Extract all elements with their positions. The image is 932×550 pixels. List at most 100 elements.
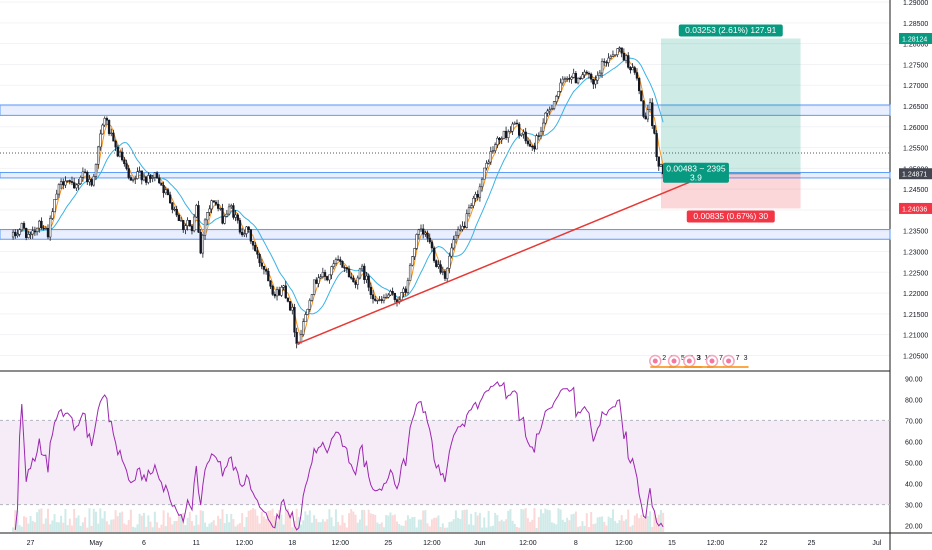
candle-body	[539, 130, 543, 137]
volume-bar	[297, 516, 300, 532]
candle	[75, 183, 78, 192]
candle-body	[11, 231, 15, 238]
candle-body	[190, 225, 194, 232]
candle-body	[413, 248, 416, 257]
candle	[97, 145, 100, 169]
volume-bar	[125, 524, 128, 532]
price-tick-label: 1.21000	[903, 333, 928, 340]
candle	[192, 213, 196, 233]
stop-label[interactable]: 0.00835 (0.67%) 30	[686, 210, 775, 223]
candle	[509, 126, 512, 133]
volume-bar	[531, 519, 534, 532]
long-position-tool[interactable]	[660, 38, 801, 209]
candle	[585, 70, 588, 75]
volume-bar	[110, 519, 113, 532]
price-tick-label: 1.22500	[903, 270, 928, 277]
candle	[240, 227, 244, 237]
volume-bar	[409, 518, 412, 532]
candle	[306, 308, 309, 316]
candle-body	[14, 231, 17, 236]
candle	[162, 181, 165, 198]
volume-bar	[260, 511, 263, 532]
price-badge[interactable]: 1.24036	[899, 202, 932, 214]
volume-bar	[448, 522, 451, 532]
candle	[485, 160, 488, 171]
candle	[542, 118, 545, 135]
candle	[428, 233, 431, 244]
event-markers[interactable]: 23573318773	[649, 354, 749, 368]
candle	[518, 122, 521, 139]
axes[interactable]: 1.29000 1.28500 1.28000 1.27500 1.27000 1.265…	[27, 0, 932, 547]
candle	[171, 202, 174, 214]
candle	[494, 142, 497, 153]
volume-bar	[459, 519, 462, 532]
candle-body	[271, 285, 274, 295]
economic-event-marker[interactable]: 7	[705, 354, 725, 368]
candle	[145, 175, 148, 186]
candle-body	[598, 72, 602, 76]
time-tick-label: Jun	[474, 540, 485, 547]
volume-bar	[223, 523, 226, 532]
candle	[480, 177, 484, 192]
candle	[323, 269, 327, 281]
candle-body	[537, 135, 540, 137]
candle-body	[201, 234, 205, 254]
candle	[140, 170, 143, 185]
horizontal-zones[interactable]	[0, 104, 891, 240]
candle-body	[227, 206, 231, 215]
volume-bar	[533, 508, 536, 532]
candle-body	[114, 140, 117, 148]
volume-bar	[577, 526, 580, 532]
volume-bar	[177, 514, 180, 532]
candle	[384, 293, 388, 299]
support-resistance-zone[interactable]	[0, 104, 891, 116]
volume-bar	[420, 519, 423, 532]
volume-bar	[511, 520, 514, 532]
volume-bar	[348, 513, 351, 532]
target-label[interactable]: 0.03253 (2.61%) 127.91	[678, 24, 783, 37]
support-resistance-zone[interactable]	[0, 228, 891, 240]
candle	[548, 106, 551, 115]
candle-body	[555, 96, 558, 102]
candle-body	[168, 194, 172, 204]
rsi-tick-label: 40.00	[905, 482, 923, 489]
candle-body	[116, 146, 119, 157]
support-resistance-zone[interactable]	[0, 172, 891, 179]
time-tick-label: 25	[384, 540, 392, 547]
volume-bar	[138, 513, 141, 532]
candle	[293, 303, 296, 338]
price-badge[interactable]: 1.28124	[899, 32, 932, 44]
support-trendline[interactable]	[296, 181, 690, 345]
target-label-background	[678, 24, 783, 37]
volume-bar	[173, 520, 176, 532]
candle	[68, 179, 71, 185]
volume-bar	[354, 514, 357, 532]
candle	[153, 172, 157, 182]
time-tick-label: Jul	[872, 540, 881, 547]
event-underline	[723, 366, 749, 368]
volume-bar	[14, 510, 17, 532]
price-badge[interactable]: 1.24871	[899, 168, 932, 180]
volume-bar	[374, 514, 377, 532]
volume-bar	[127, 520, 130, 532]
profit-zone[interactable]	[660, 38, 801, 174]
candle	[603, 58, 606, 67]
volume-bar	[417, 519, 420, 532]
candle-body	[59, 181, 63, 185]
volume-bar	[271, 508, 274, 532]
volume-bar	[212, 520, 215, 532]
candle-body	[240, 231, 244, 236]
candle	[422, 224, 425, 239]
candle	[531, 144, 534, 151]
candle-body	[46, 228, 50, 238]
trendline-drawing[interactable]	[296, 181, 690, 345]
candle-body	[256, 250, 259, 255]
candle-body	[105, 118, 109, 121]
volume-bar	[446, 527, 449, 532]
candle-body	[284, 285, 287, 299]
